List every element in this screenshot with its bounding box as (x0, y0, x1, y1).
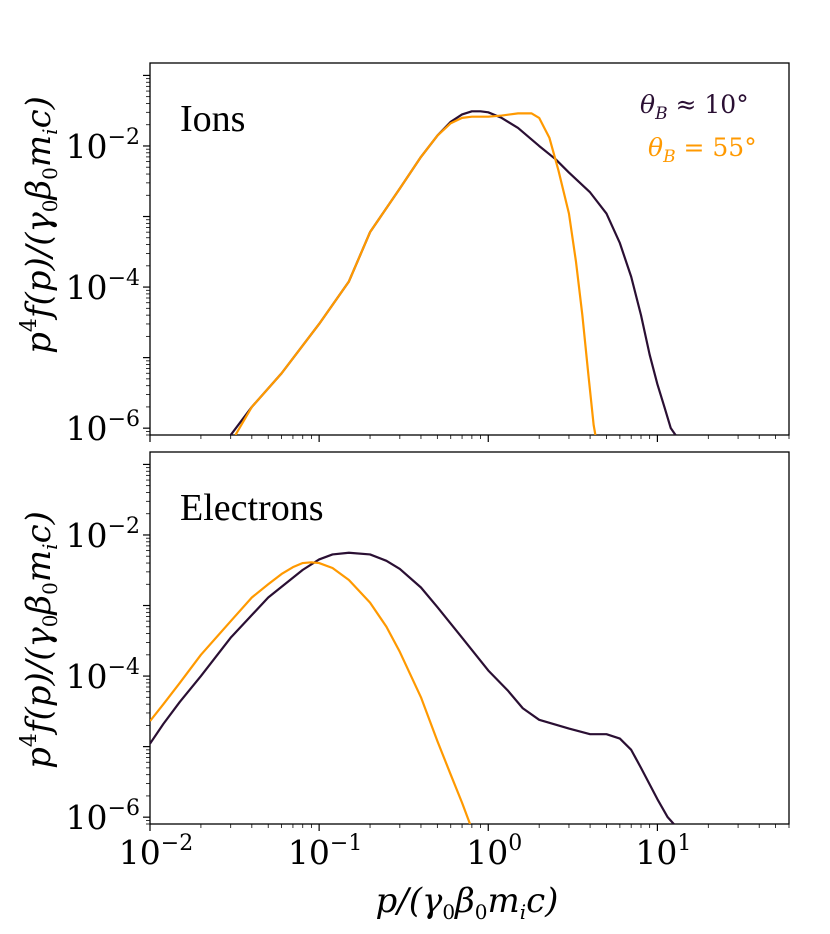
ions-plot-area (149, 62, 790, 436)
electrons-series-theta55-line (150, 561, 472, 824)
electrons-panel-label: Electrons (180, 487, 324, 529)
x-axis-title: p/(γ0β0mic) (376, 881, 559, 924)
ions-ytick-label: 10−2 (66, 125, 140, 166)
electrons-ytick-label: 10−2 (66, 514, 140, 555)
legend-entry1-theta: θ (640, 90, 655, 119)
electrons-ytick-label: 10−6 (66, 796, 140, 837)
electrons-xtick-label: 100 (466, 831, 522, 872)
electrons-plot-area (149, 451, 790, 825)
legend-entry2-theta: θ (648, 133, 663, 162)
ions-y-axis-title: p4f(p)/(γ0β0mic) (17, 96, 62, 354)
electrons-xtick-label: 10−2 (119, 831, 193, 872)
legend-entry-theta10: θB ≈ 10° (640, 90, 749, 124)
ions-series-group (229, 110, 677, 435)
electrons-xtick-label: 101 (635, 831, 691, 872)
legend-entry1-sub: B (654, 104, 668, 124)
electrons-series-theta10-line (150, 551, 675, 824)
legend-entry1-rel: ≈ 10° (668, 90, 749, 119)
legend: θB ≈ 10° θB = 55° (640, 90, 757, 167)
ions-series-theta55-line (234, 112, 597, 435)
ions-panel-label: Ions (180, 98, 245, 140)
ions-ytick-label: 10−6 (66, 407, 140, 448)
ticks-layer (143, 74, 790, 831)
legend-entry2-sub: B (662, 147, 676, 167)
electrons-y-axis-title: p4f(p)/(γ0β0mic) (17, 511, 62, 769)
electrons-xtick-label: 10−1 (288, 831, 362, 872)
electrons-ytick-label: 10−4 (66, 655, 140, 696)
tick-labels-layer: 10−610−410−210−610−410−210−2 10−1 100 101 (66, 125, 692, 872)
electrons-series-group (150, 551, 675, 824)
legend-entry-theta55: θB = 55° (648, 133, 757, 167)
legend-entry2-rel: = 55° (676, 133, 757, 162)
ions-ytick-label: 10−4 (66, 266, 140, 307)
